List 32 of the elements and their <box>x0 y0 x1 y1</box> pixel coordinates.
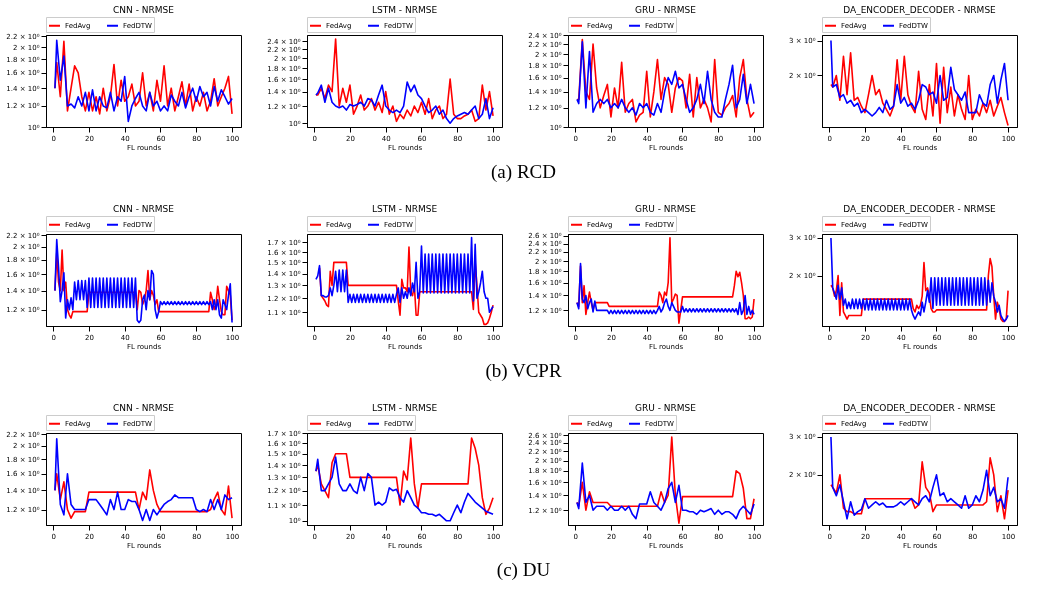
text: (a) RCD <box>491 161 556 182</box>
line-series <box>54 469 233 519</box>
line-series <box>315 236 494 314</box>
line-series <box>54 437 233 522</box>
line-series <box>830 52 1009 127</box>
line-series <box>315 81 494 124</box>
line-series <box>830 436 1009 520</box>
line-series <box>576 236 755 325</box>
chart-title: DA_ENCODER_DECODER - NRMSE <box>843 4 997 15</box>
chart-title: CNN - NRMSE <box>113 402 175 413</box>
chart-title: DA_ENCODER_DECODER - NRMSE <box>843 402 997 413</box>
chart-title: DA_ENCODER_DECODER - NRMSE <box>843 203 997 214</box>
chart-title: GRU - NRMSE <box>635 402 697 413</box>
line-series <box>830 457 1009 520</box>
chart-title: CNN - NRMSE <box>113 4 175 15</box>
line-series <box>315 437 494 516</box>
line-series <box>830 39 1009 117</box>
chart-title: LSTM - NRMSE <box>371 402 438 413</box>
chart-title: GRU - NRMSE <box>635 4 697 15</box>
line-series <box>315 456 494 522</box>
text: (c) DU <box>496 559 551 580</box>
line-series <box>830 237 1009 323</box>
line-series <box>315 38 494 123</box>
line-series <box>54 238 233 324</box>
line-series <box>576 262 755 316</box>
line-series <box>830 257 1009 323</box>
chart-title: GRU - NRMSE <box>635 203 697 214</box>
text: (b) VCPR <box>485 360 562 381</box>
chart-title: CNN - NRMSE <box>113 203 175 214</box>
line-series <box>576 462 755 520</box>
chart-title: LSTM - NRMSE <box>371 203 438 214</box>
chart-title: LSTM - NRMSE <box>371 4 438 15</box>
